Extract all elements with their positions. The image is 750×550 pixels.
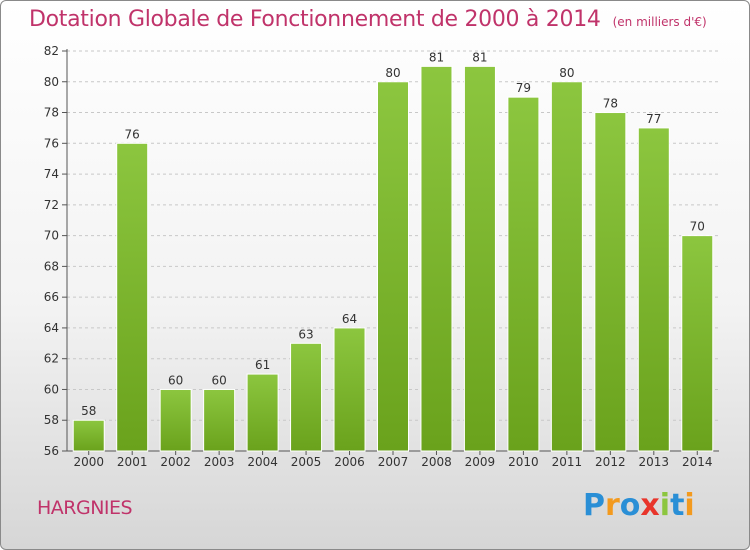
bar	[550, 81, 583, 452]
bar-value-label: 58	[81, 404, 96, 418]
logo-letter: t	[670, 488, 685, 523]
bar-value-label: 61	[255, 358, 270, 372]
bar	[420, 65, 453, 452]
y-tick-label: 66	[44, 290, 59, 304]
y-tick-label: 72	[44, 198, 59, 212]
bar-value-label: 64	[342, 312, 357, 326]
logo-letter: x	[640, 488, 660, 523]
x-tick-label: 2002	[160, 455, 191, 469]
y-tick-label: 58	[44, 413, 59, 427]
y-tick-label: 80	[44, 75, 59, 89]
bar	[463, 65, 496, 452]
bar-value-label: 60	[211, 373, 226, 387]
x-tick-label: 2008	[421, 455, 452, 469]
y-tick-label: 82	[44, 44, 59, 58]
bar-value-label: 78	[603, 97, 618, 111]
x-tick-label: 2003	[204, 455, 235, 469]
logo-letter: i	[659, 488, 671, 523]
y-tick-label: 78	[44, 106, 59, 120]
bar-value-label: 70	[690, 220, 705, 234]
bar-value-label: 80	[385, 66, 400, 80]
x-tick-label: 2012	[595, 455, 626, 469]
bar	[116, 142, 149, 452]
x-tick-label: 2006	[334, 455, 365, 469]
bar-value-label: 60	[168, 373, 183, 387]
bar	[637, 127, 670, 452]
bar	[246, 373, 279, 452]
x-tick-label: 2014	[682, 455, 713, 469]
y-tick-label: 64	[44, 321, 59, 335]
x-tick-label: 2000	[73, 455, 104, 469]
bar	[507, 96, 540, 452]
x-tick-label: 2013	[639, 455, 670, 469]
chart-title-text: Dotation Globale de Fonctionnement de 20…	[29, 7, 601, 32]
y-tick-label: 60	[44, 382, 59, 396]
bar-value-label: 81	[429, 50, 444, 64]
chart-subtitle: (en milliers d'€)	[612, 15, 707, 29]
logo-letter: o	[619, 488, 641, 523]
bar-value-label: 77	[646, 112, 661, 126]
logo-letter: P	[583, 488, 605, 523]
proxiti-logo: Proxiti	[583, 488, 695, 523]
x-tick-label: 2005	[291, 455, 322, 469]
logo-letter: r	[605, 488, 620, 523]
bar	[681, 235, 714, 452]
x-tick-label: 2007	[378, 455, 409, 469]
bar	[333, 327, 366, 452]
bar-value-label: 76	[125, 127, 140, 141]
x-tick-label: 2004	[247, 455, 278, 469]
commune-name: HARGNIES	[37, 497, 133, 519]
logo-letter: i	[684, 488, 695, 523]
bar-value-label: 81	[472, 50, 487, 64]
y-tick-label: 70	[44, 229, 59, 243]
bar	[159, 388, 192, 452]
bar	[203, 388, 236, 452]
bar-value-label: 79	[516, 81, 531, 95]
y-tick-label: 56	[44, 444, 59, 458]
bar	[377, 81, 409, 452]
bar-value-label: 63	[298, 327, 313, 341]
bar-value-label: 80	[559, 66, 574, 80]
y-tick-label: 74	[44, 167, 59, 181]
bar	[594, 112, 627, 452]
x-tick-label: 2009	[465, 455, 496, 469]
y-tick-label: 76	[44, 136, 59, 150]
x-tick-label: 2010	[508, 455, 539, 469]
chart-title: Dotation Globale de Fonctionnement de 20…	[29, 7, 707, 32]
y-tick-label: 68	[44, 259, 59, 273]
y-tick-label: 62	[44, 352, 59, 366]
bar	[290, 342, 323, 452]
x-tick-label: 2011	[552, 455, 583, 469]
x-tick-label: 2001	[117, 455, 148, 469]
bar	[72, 419, 105, 452]
